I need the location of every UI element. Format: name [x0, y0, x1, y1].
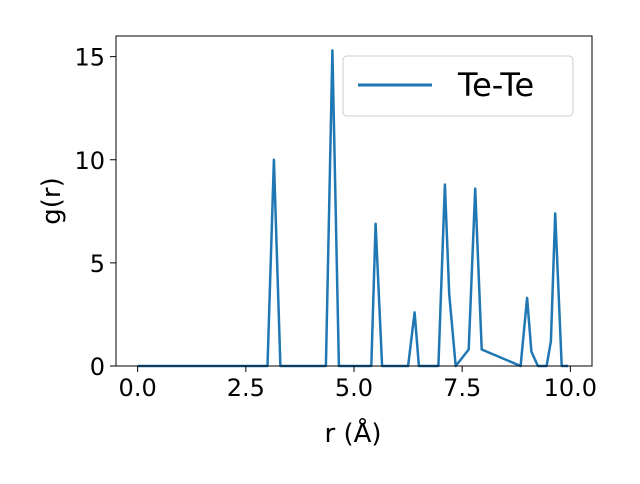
y-axis-label: g(r) [37, 177, 67, 224]
x-tick-label: 2.5 [227, 374, 265, 402]
x-axis-ticks: 0.0 2.5 5.0 7.5 10.0 [119, 366, 597, 402]
x-axis-label: r (Å) [324, 417, 381, 449]
x-tick-label: 0.0 [119, 374, 157, 402]
legend: Te-Te [342, 55, 574, 117]
legend-frame [342, 55, 574, 117]
y-tick-label: 5 [90, 250, 105, 278]
y-tick-label: 15 [74, 44, 105, 72]
x-tick-label: 5.0 [335, 374, 373, 402]
y-tick-label: 0 [90, 353, 105, 381]
y-axis-ticks: 0 5 10 15 [74, 44, 116, 381]
x-tick-label: 7.5 [443, 374, 481, 402]
legend-label: Te-Te [457, 66, 534, 104]
x-tick-label: 10.0 [544, 374, 597, 402]
y-tick-label: 10 [74, 147, 105, 175]
